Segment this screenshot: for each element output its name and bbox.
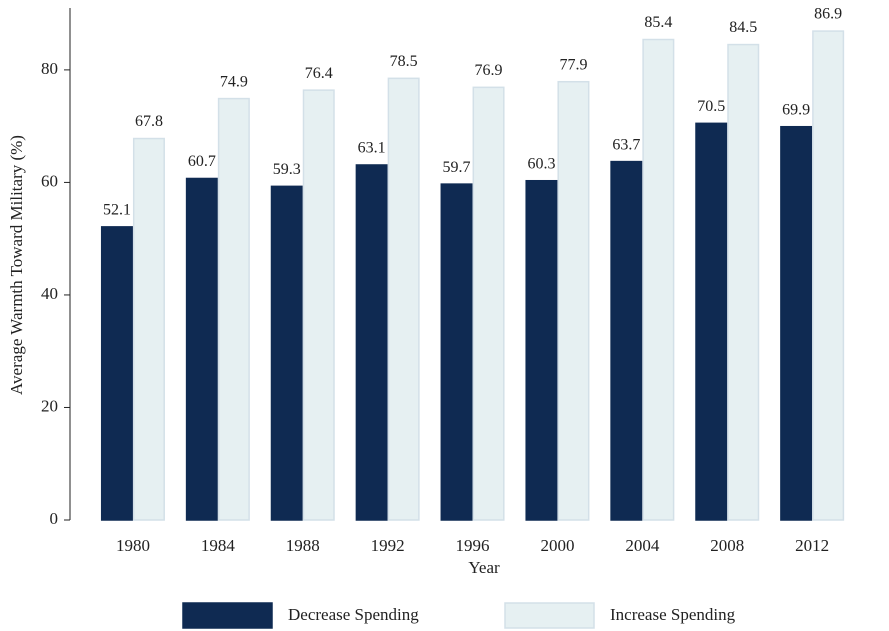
- x-tick-label: 2008: [710, 536, 744, 555]
- data-label: 76.4: [305, 65, 333, 82]
- bar: [217, 97, 250, 521]
- bar: [270, 185, 303, 521]
- x-tick-label: 2012: [795, 536, 829, 555]
- x-tick-label: 2000: [540, 536, 574, 555]
- legend-label: Decrease Spending: [288, 605, 419, 624]
- y-tick-label: 60: [41, 171, 58, 190]
- bar: [387, 77, 420, 521]
- data-label: 60.7: [188, 153, 216, 170]
- data-label: 69.9: [782, 101, 810, 118]
- data-label: 85.4: [644, 14, 672, 31]
- bar: [727, 43, 760, 521]
- data-label: 76.9: [475, 62, 503, 79]
- x-tick-label: 1980: [116, 536, 150, 555]
- data-label: 78.5: [390, 53, 418, 70]
- data-label: 59.7: [443, 159, 471, 176]
- x-axis-label: Year: [468, 558, 500, 577]
- data-label: 60.3: [527, 155, 555, 172]
- bar: [132, 137, 165, 521]
- data-label: 86.9: [814, 6, 842, 23]
- bar: [695, 122, 728, 521]
- bar: [557, 80, 590, 521]
- bar: [780, 125, 813, 521]
- y-axis-label: Average Warmth Toward Military (%): [7, 135, 26, 395]
- data-label: 84.5: [729, 19, 757, 36]
- bar: [610, 160, 643, 521]
- bar: [642, 38, 675, 521]
- y-tick-label: 0: [50, 509, 59, 528]
- data-label: 77.9: [559, 56, 587, 73]
- bar: [812, 30, 845, 521]
- y-tick-label: 80: [41, 59, 58, 78]
- data-label: 67.8: [135, 113, 163, 130]
- data-label: 63.7: [612, 136, 640, 153]
- bar: [100, 226, 133, 521]
- bar: [185, 177, 218, 521]
- bar: [355, 164, 388, 521]
- x-tick-label: 2004: [625, 536, 660, 555]
- y-tick-label: 20: [41, 396, 58, 415]
- x-tick-label: 1988: [286, 536, 320, 555]
- legend-label: Increase Spending: [610, 605, 736, 624]
- legend-swatch: [182, 602, 273, 629]
- bar: [472, 86, 505, 521]
- x-tick-label: 1996: [456, 536, 490, 555]
- data-label: 52.1: [103, 202, 131, 219]
- data-label: 59.3: [273, 161, 301, 178]
- bar: [525, 179, 558, 521]
- legend-swatch: [504, 602, 595, 629]
- bar: [302, 89, 335, 521]
- x-tick-label: 1992: [371, 536, 405, 555]
- x-tick-label: 1984: [201, 536, 236, 555]
- y-tick-label: 40: [41, 284, 58, 303]
- data-label: 74.9: [220, 73, 248, 90]
- data-label: 70.5: [697, 98, 725, 115]
- data-label: 63.1: [358, 140, 386, 157]
- bar: [440, 183, 473, 521]
